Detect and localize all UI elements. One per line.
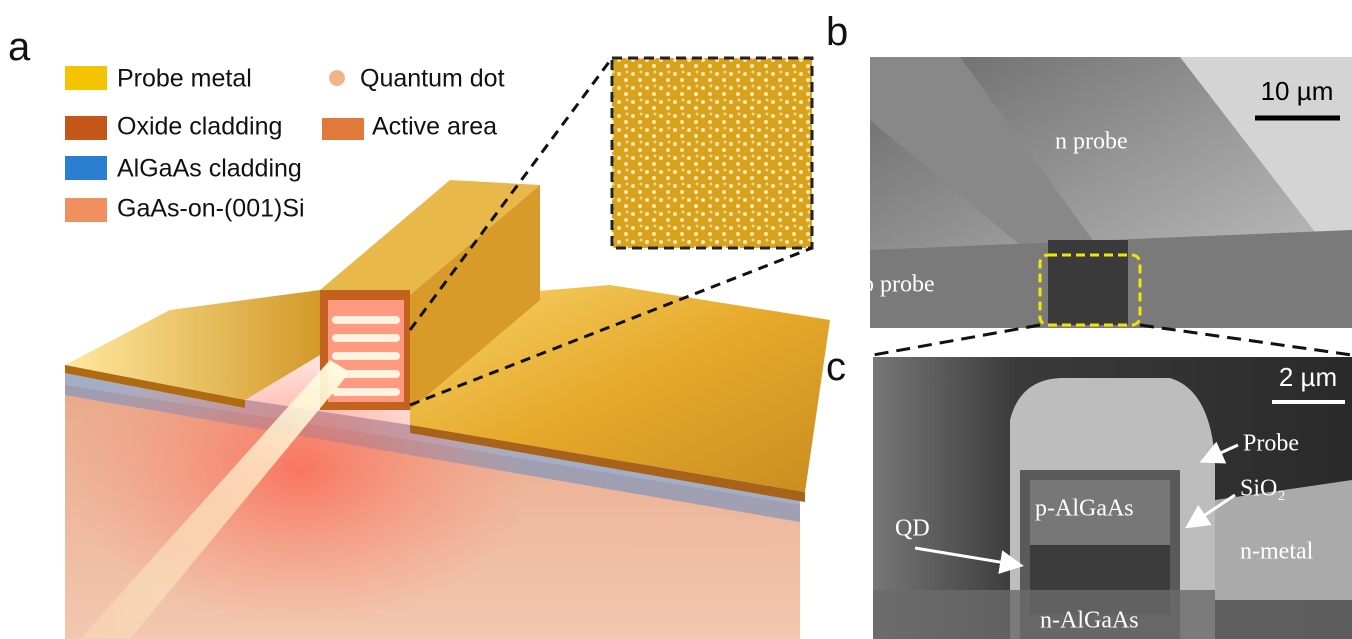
sem-label: n-AlGaAs xyxy=(1040,608,1139,634)
zoom-line xyxy=(1139,323,1352,357)
legend: Probe metal Quantum dot Oxide cladding A… xyxy=(65,65,505,223)
sem-label: n-metal xyxy=(1240,539,1314,565)
legend-label: Oxide cladding xyxy=(117,113,282,141)
sem-label: n probe xyxy=(1055,129,1128,155)
scale-bar-label: 10 µm xyxy=(1261,76,1334,106)
legend-label: GaAs-on-(001)Si xyxy=(117,195,305,223)
legend-label: AlGaAs cladding xyxy=(117,155,302,183)
scale-bar-label: 2 µm xyxy=(1279,362,1337,392)
panel-label: b xyxy=(826,10,848,54)
sem-label: p probe xyxy=(862,272,935,298)
sem-label: SiO₂ xyxy=(1240,476,1286,502)
sem-label: Probe xyxy=(1243,431,1299,457)
panel-label: c xyxy=(826,345,846,389)
panel-label: a xyxy=(8,25,31,69)
legend-label: Active area xyxy=(372,113,497,141)
sem-panel-c: 2 µm Probe SiO₂ p-AlGaAs QD n-metal n-Al… xyxy=(873,357,1352,639)
sem-label: p-AlGaAs xyxy=(1035,496,1134,522)
legend-label: Quantum dot xyxy=(360,65,505,93)
sem-panel-b: 10 µm n probe p probe xyxy=(862,57,1352,328)
device-illustration xyxy=(65,56,830,639)
zoom-line xyxy=(872,323,1041,357)
sem-label: QD xyxy=(895,516,930,542)
legend-label: Probe metal xyxy=(117,65,252,93)
